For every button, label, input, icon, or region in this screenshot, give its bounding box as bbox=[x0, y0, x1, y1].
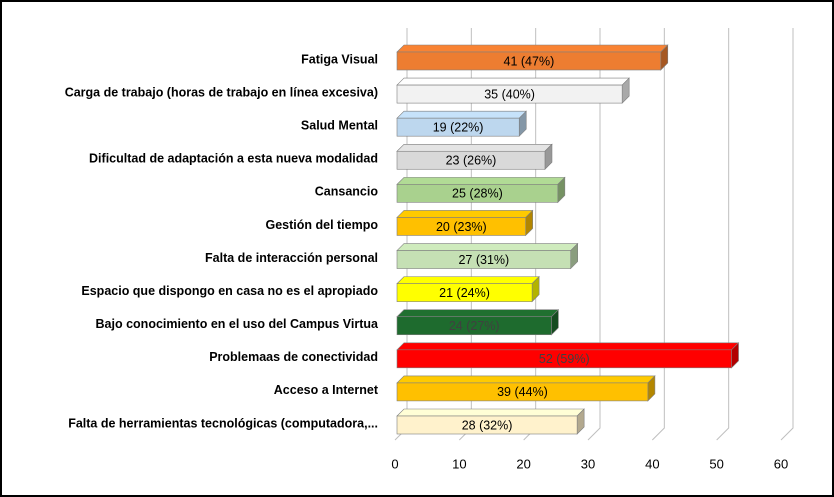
bar-top bbox=[396, 143, 553, 152]
data-label: 25 (28%) bbox=[452, 187, 503, 201]
category-label: Espacio que dispongo en casa no es el ap… bbox=[81, 284, 378, 298]
data-label: 24 (27%) bbox=[449, 319, 500, 333]
data-label: 19 (22%) bbox=[433, 120, 484, 134]
x-tick-label: 30 bbox=[581, 456, 595, 471]
bar-top bbox=[396, 177, 566, 185]
grid-line bbox=[651, 28, 665, 441]
bar-top bbox=[396, 210, 534, 218]
x-tick-label: 40 bbox=[645, 456, 659, 471]
data-label: 35 (40%) bbox=[484, 87, 535, 101]
bar bbox=[396, 51, 662, 71]
data-label: 21 (24%) bbox=[439, 286, 490, 300]
category-label: Problemaas de conectividad bbox=[209, 350, 378, 364]
category-label: Gestión del tiempo bbox=[265, 218, 378, 232]
bar-top bbox=[396, 77, 630, 86]
bar-top bbox=[396, 110, 527, 119]
bar bbox=[396, 217, 526, 236]
category-label: Fatiga Visual bbox=[301, 52, 378, 66]
bar bbox=[396, 250, 571, 269]
category-label: Carga de trabajo (horas de trabajo en lí… bbox=[65, 85, 378, 99]
category-label: Dificultad de adaptación a esta nueva mo… bbox=[89, 152, 378, 166]
bar-top bbox=[396, 309, 560, 318]
grid-line bbox=[716, 28, 730, 441]
x-tick-label: 60 bbox=[774, 456, 788, 471]
data-label: 28 (32%) bbox=[462, 418, 513, 432]
data-label: 39 (44%) bbox=[497, 385, 548, 399]
grid-line bbox=[780, 28, 794, 441]
grid-line bbox=[587, 28, 601, 441]
data-label: 23 (26%) bbox=[446, 154, 497, 168]
data-label: 20 (23%) bbox=[436, 220, 487, 234]
bar-top bbox=[396, 44, 669, 53]
category-label: Bajo conocimiento en el uso del Campus V… bbox=[96, 317, 380, 331]
data-label: 41 (47%) bbox=[504, 54, 555, 68]
bar bbox=[396, 382, 649, 402]
bar bbox=[396, 349, 732, 369]
bar-top bbox=[396, 375, 656, 384]
x-tick-label: 10 bbox=[452, 456, 466, 471]
category-label: Salud Mental bbox=[301, 118, 378, 132]
bar-top bbox=[396, 342, 740, 351]
bar bbox=[396, 150, 546, 170]
bar bbox=[396, 84, 623, 104]
bar bbox=[396, 415, 578, 435]
bar bbox=[396, 117, 520, 137]
bar-top bbox=[396, 243, 579, 251]
category-label: Falta de herramientas tecnológicas (comp… bbox=[68, 416, 378, 430]
bar bbox=[396, 283, 533, 302]
x-tick-label: 0 bbox=[391, 456, 398, 471]
bar-top bbox=[396, 408, 585, 417]
x-tick-label: 20 bbox=[516, 456, 530, 471]
category-label: Cansancio bbox=[315, 185, 379, 199]
bar bbox=[396, 184, 559, 203]
x-tick-label: 50 bbox=[709, 456, 723, 471]
category-label: Falta de interacción personal bbox=[205, 251, 378, 265]
bar bbox=[396, 316, 552, 336]
category-label: Acceso a Internet bbox=[274, 383, 379, 397]
data-label: 27 (31%) bbox=[458, 253, 509, 267]
data-label: 52 (59%) bbox=[539, 352, 590, 366]
bar-top bbox=[396, 276, 540, 284]
